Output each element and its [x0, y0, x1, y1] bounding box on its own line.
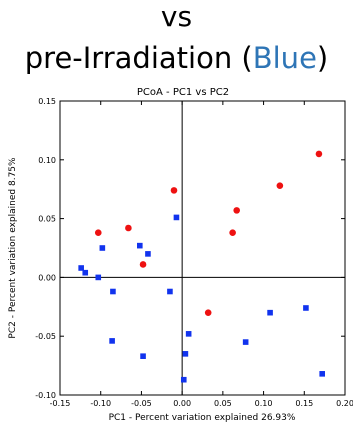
blue-square-point: [99, 245, 106, 251]
slide-heading-line1: vs: [160, 0, 193, 33]
red-circle-point: [276, 182, 284, 189]
blue-square-point: [319, 371, 325, 377]
reference-lines: [60, 101, 345, 395]
blue-square-point: [173, 214, 180, 221]
y-tick-label: 0.15: [38, 97, 56, 106]
pcoa-scatter-chart: PCoA - PC1 vs PC2 -0.15 -0.10 -0.05 0.00 0.0…: [8, 87, 353, 423]
y-axis-ticks: -0.10 -0.05 0.00 0.05 0.10 0.15: [35, 97, 345, 400]
y-tick-label: 0.10: [38, 156, 56, 165]
red-circle-point: [139, 261, 147, 268]
red-circle-point: [170, 187, 178, 194]
red-circle-point: [233, 207, 240, 214]
x-tick-label: 0.15: [295, 399, 313, 408]
heading-suffix: ): [316, 41, 329, 75]
blue-square-point: [82, 269, 89, 276]
slide-heading-line2: pre-Irradiation (Blue): [0, 40, 353, 76]
red-circle-point: [229, 229, 236, 237]
x-tick-label: -0.05: [131, 399, 152, 408]
blue-square-point: [180, 376, 187, 383]
blue-square-point: [167, 288, 173, 295]
chart-title: PCoA - PC1 vs PC2: [137, 87, 229, 98]
y-axis-label: PC2 - Percent variation explained 8.75%: [8, 157, 18, 339]
x-tick-label: 0.20: [336, 399, 353, 408]
plot-frame: [59, 100, 346, 396]
blue-square-point: [78, 265, 84, 271]
red-circle-point: [94, 229, 102, 237]
x-axis-label: PC1 - Percent variation explained 26.93%: [109, 413, 296, 423]
y-tick-label: 0.00: [38, 273, 56, 282]
blue-square-point: [140, 353, 146, 359]
y-tick-label: -0.05: [35, 332, 56, 341]
heading-prefix: pre-Irradiation (: [24, 41, 253, 75]
x-tick-label: 0.00: [173, 399, 191, 408]
x-tick-label: -0.15: [50, 399, 71, 408]
blue-square-point: [303, 305, 309, 311]
blue-square-point: [182, 351, 189, 357]
red-circle-point: [125, 224, 132, 232]
blue-square-point: [137, 242, 143, 249]
x-axis-ticks: -0.15 -0.10 -0.05 0.00 0.05 0.10 0.15 0.20: [50, 101, 353, 408]
y-tick-label: -0.10: [35, 391, 56, 400]
blue-square-point: [145, 251, 151, 257]
y-tick-label: 0.05: [38, 215, 56, 224]
blue-square-point: [110, 288, 116, 295]
heading-blue-word: Blue: [252, 41, 317, 75]
blue-square-point: [109, 338, 115, 344]
x-tick-label: 0.10: [255, 399, 273, 408]
x-tick-label: -0.10: [90, 399, 111, 408]
data-points: [78, 150, 325, 383]
x-tick-label: 0.05: [214, 399, 232, 408]
red-circle-point: [204, 309, 212, 316]
blue-square-point: [267, 309, 273, 316]
blue-square-point: [185, 331, 192, 337]
red-circle-point: [315, 150, 323, 158]
blue-square-point: [242, 339, 249, 345]
blue-square-point: [95, 274, 102, 281]
